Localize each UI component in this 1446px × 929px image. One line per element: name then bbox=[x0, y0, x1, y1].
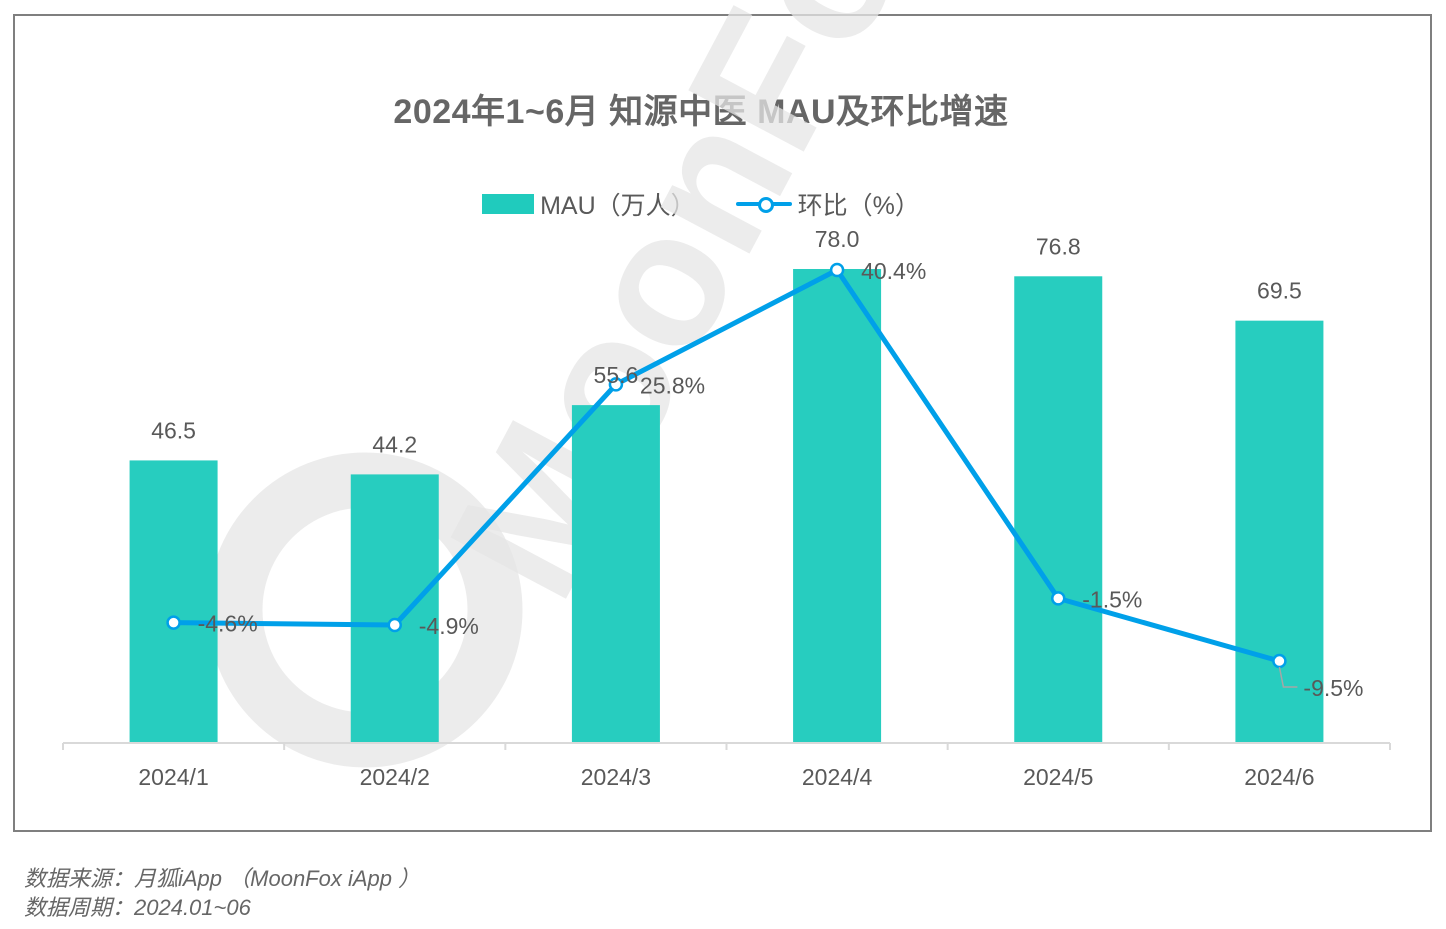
bar-value-label: 46.5 bbox=[151, 417, 196, 443]
bar-value-label: 76.8 bbox=[1036, 233, 1081, 259]
bar-value-label: 78.0 bbox=[815, 226, 860, 252]
bar-value-label: 55.6 bbox=[594, 362, 639, 388]
line-marker bbox=[1272, 653, 1287, 669]
x-axis: 2024/1 2024/2 2024/3 2024/4 2024/5 2024/6 bbox=[62, 742, 1391, 790]
legend-item-mau: MAU（万人） bbox=[482, 186, 696, 222]
x-tick-label: 2024/5 bbox=[1023, 764, 1093, 790]
bar bbox=[350, 474, 439, 743]
line-marker bbox=[166, 615, 181, 630]
line-value-label: -1.5% bbox=[1082, 586, 1142, 612]
line-marker bbox=[608, 377, 624, 392]
bar bbox=[1235, 320, 1324, 743]
data-labels: 46.5 44.2 55.6 78.0 76.8 69.5 -4.6% -4.9% 25.8% 4… bbox=[151, 226, 1363, 701]
bar bbox=[793, 269, 882, 743]
x-tick-label: 2024/3 bbox=[581, 764, 651, 790]
bar bbox=[571, 405, 660, 743]
line-marker-icon bbox=[735, 194, 792, 214]
line-value-label: 25.8% bbox=[640, 372, 705, 398]
bar-value-label: 44.2 bbox=[372, 431, 417, 457]
bar-swatch-icon bbox=[482, 194, 535, 214]
line-value-label: -9.5% bbox=[1303, 675, 1363, 701]
x-tick-label: 2024/4 bbox=[802, 764, 873, 790]
line-marker bbox=[1051, 591, 1066, 606]
data-period: 数据周期：2024.01~06 bbox=[24, 895, 251, 920]
line-value-label: -4.6% bbox=[198, 611, 258, 637]
chart-title: 2024年1~6月 知源中医 MAU及环比增速 bbox=[393, 93, 1009, 131]
line-marker bbox=[387, 617, 402, 633]
bar-value-label: 69.5 bbox=[1257, 278, 1302, 304]
line-value-label: 40.4% bbox=[861, 258, 926, 284]
svg-text:MoonFox: MoonFox bbox=[409, 0, 993, 629]
bar bbox=[129, 460, 218, 743]
x-tick-label: 2024/6 bbox=[1244, 764, 1314, 790]
bar-series bbox=[129, 269, 1324, 743]
data-source: 数据来源：月狐iApp （MoonFox iApp ） bbox=[24, 866, 421, 891]
x-tick-label: 2024/1 bbox=[138, 764, 208, 790]
x-tick-label: 2024/2 bbox=[360, 764, 430, 790]
bar bbox=[1014, 276, 1103, 743]
line-value-label: -4.9% bbox=[419, 613, 479, 639]
chart-footer: 数据来源：月狐iApp （MoonFox iApp ） 数据周期：2024.01… bbox=[24, 864, 420, 922]
line-series bbox=[166, 262, 1298, 688]
chart-legend: MAU（万人） 环比（%） bbox=[15, 186, 1387, 222]
legend-label-mau: MAU（万人） bbox=[540, 192, 696, 220]
legend-item-mom: 环比（%） bbox=[735, 186, 920, 222]
legend-label-mom: 环比（%） bbox=[797, 192, 920, 220]
line-marker bbox=[829, 262, 845, 278]
